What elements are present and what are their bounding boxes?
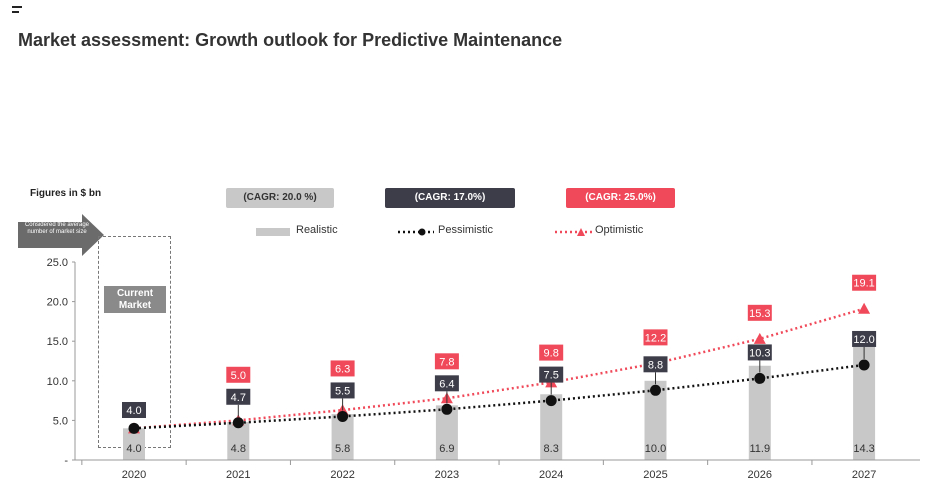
pessimistic-value-label: 4.0 [126,405,141,417]
legend-realistic-label: Realistic [296,224,338,236]
y-tick-label: 20.0 [47,297,68,309]
x-axis: 2020 2021 2022 2023 2024 2025 2026 2027 [75,459,920,481]
x-tick-label: 2021 [226,469,250,481]
pessimistic-marker [232,417,244,429]
bar-value-label: 14.3 [853,443,874,455]
pessimistic-value-label: 4.7 [231,392,246,404]
page-title: Market assessment: Growth outlook for Pr… [18,30,563,50]
pessimistic-value-label-box [643,356,668,373]
x-tick-label: 2023 [435,469,459,481]
x-tick-label: 2024 [539,469,563,481]
bar-realistic [123,428,145,460]
x-tick-label: 2026 [748,469,772,481]
pessimistic-value-label: 5.5 [335,385,350,397]
current-market-label: Current Market [104,286,166,313]
y-tick-label: 25.0 [47,257,68,269]
pessimistic-marker [337,410,349,422]
pessimistic-value-label-box [539,366,564,383]
optimistic-value-label-box [434,353,459,370]
optimistic-marker [753,332,766,344]
bar-realistic [853,346,876,460]
pessimistic-value-label: 12.0 [853,334,874,346]
pessimistic-value-label: 10.3 [749,347,770,359]
bar-realistic [748,365,771,460]
bar-value-label: 6.9 [439,443,454,455]
optimistic-value-label-box [330,360,355,377]
optimistic-value-label: 15.3 [749,308,770,320]
y-tick-label: 15.0 [47,336,68,348]
pessimistic-line [133,363,865,430]
pessimistic-value-label-box [122,402,146,418]
pessimistic-value-label: 8.8 [648,359,663,371]
bar-realistic [435,405,458,460]
bar-value-label: 4.0 [126,443,141,455]
bar-realistic [644,380,667,460]
x-tick-label: 2020 [122,469,146,481]
pessimistic-value-label-box [852,330,877,347]
x-tick-label: 2027 [852,469,876,481]
optimistic-marker [858,302,871,314]
pessimistic-marker [650,384,661,396]
legend-realistic-swatch [256,228,290,236]
optimistic-value-label-box [539,344,564,361]
pessimistic-marker [128,422,140,434]
annotation-arrow-icon [18,214,104,256]
pessimistic-value-label-box [226,388,251,405]
y-axis: - 5.0 10.0 15.0 20.0 25.0 [47,257,76,467]
lines [128,302,871,434]
pessimistic-value-label-box [434,375,459,392]
bar-value-label: 10.0 [645,443,666,455]
pessimistic-value-label: 7.5 [544,370,559,382]
optimistic-value-label: 7.8 [439,356,454,368]
optimistic-value-label: 19.1 [853,278,874,290]
cagr-optimistic-badge: (CAGR: 25.0%) [566,188,675,208]
optimistic-value-label: 12.2 [645,332,666,344]
realistic-bars [123,346,876,460]
pessimistic-marker [545,395,557,407]
optimistic-value-label-box [643,329,668,346]
legend-optimistic-swatch [555,228,593,236]
cagr-pessimistic-badge: (CAGR: 17.0%) [385,188,515,208]
optimistic-value-label-box [852,274,877,291]
bar-realistic [331,414,354,460]
annotation-note: Considered the average number of market … [24,222,90,235]
bar-value-label: 5.8 [335,443,350,455]
pessimistic-value-label-box [747,344,772,361]
bar-realistic [227,421,250,460]
legend-optimistic-label: Optimistic [595,224,644,236]
optimistic-line [133,307,865,430]
bar-value-label: 11.9 [750,443,771,455]
pessimistic-marker [754,372,766,384]
y-tick-label: 5.0 [53,415,68,427]
bar-value-label: 8.3 [544,443,559,455]
x-tick-label: 2025 [643,469,667,481]
bar-realistic [540,394,563,460]
pessimistic-marker [441,403,453,415]
bar-value-label: 4.8 [231,443,246,455]
legend-pessimistic-swatch [398,228,434,236]
logo-icon [12,6,22,16]
optimistic-value-label: 5.0 [231,370,246,382]
optimistic-value-label-box [226,366,251,383]
optimistic-value-label: 6.3 [335,363,350,375]
value-labels: 4.0 4.8 5.8 6.9 8.3 10.0 11.9 14.3 4.0 4.7 5.5 6.4 7… [122,274,877,455]
pessimistic-marker [858,359,870,371]
pessimistic-value-label: 6.4 [439,378,454,390]
units-label: Figures in $ bn [30,188,102,199]
optimistic-value-label-box [747,304,772,321]
y-tick-label: - [64,455,68,467]
pessimistic-value-label-box [330,382,355,399]
x-tick-label: 2022 [330,469,354,481]
cagr-realistic-badge: (CAGR: 20.0 %) [226,188,334,208]
y-tick-label: 10.0 [47,376,68,388]
optimistic-value-label: 9.8 [544,348,559,360]
legend-pessimistic-label: Pessimistic [438,224,494,236]
